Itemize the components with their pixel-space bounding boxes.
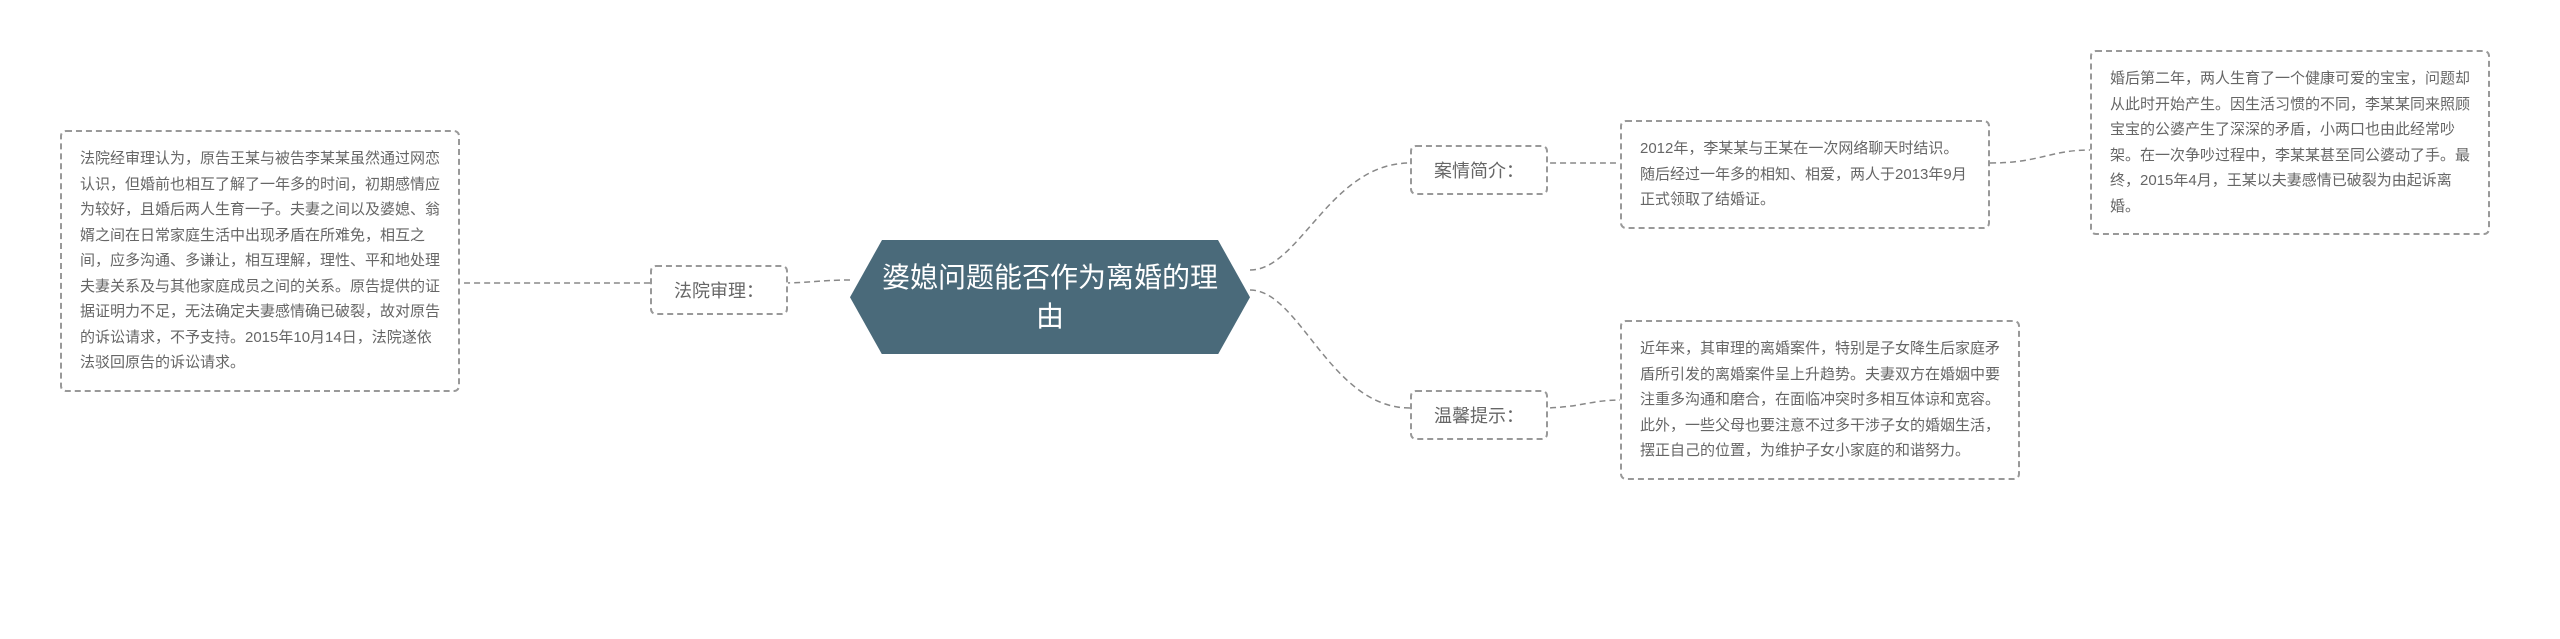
- connector: [1990, 150, 2090, 163]
- mindmap-root: 婆媳问题能否作为离婚的理由 法院审理： 法院经审理认为，原告王某与被告李某某虽然…: [0, 0, 2560, 639]
- center-node: 婆媳问题能否作为离婚的理由: [850, 240, 1250, 354]
- branch-tip: 温馨提示：: [1410, 390, 1548, 440]
- connector: [780, 280, 850, 283]
- detail-court: 法院经审理认为，原告王某与被告李某某虽然通过网恋认识，但婚前也相互了解了一年多的…: [60, 130, 460, 392]
- branch-case: 案情简介：: [1410, 145, 1548, 195]
- detail-case-2: 婚后第二年，两人生育了一个健康可爱的宝宝，问题却从此时开始产生。因生活习惯的不同…: [2090, 50, 2490, 235]
- detail-case-1: 2012年，李某某与王某在一次网络聊天时结识。随后经过一年多的相知、相爱，两人于…: [1620, 120, 1990, 229]
- connector: [1540, 400, 1620, 408]
- connector: [1250, 290, 1410, 408]
- connector: [1250, 163, 1410, 270]
- branch-court: 法院审理：: [650, 265, 788, 315]
- detail-tip: 近年来，其审理的离婚案件，特别是子女降生后家庭矛盾所引发的离婚案件呈上升趋势。夫…: [1620, 320, 2020, 480]
